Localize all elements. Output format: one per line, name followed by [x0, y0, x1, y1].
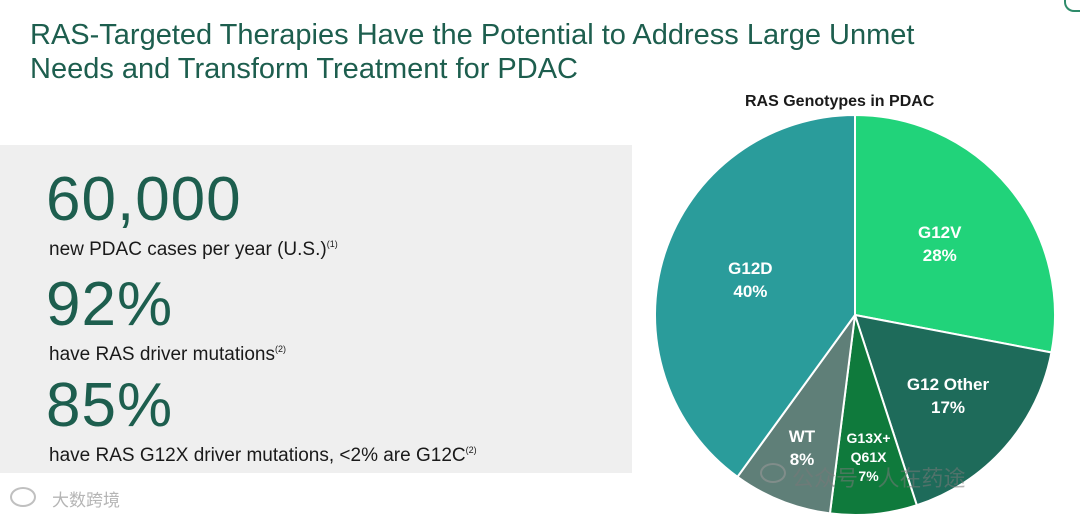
stat-description-text: have RAS G12X driver mutations, <2% are …: [49, 445, 466, 466]
stat-value: 92%: [46, 270, 174, 339]
pie-slice-g12d: [654, 113, 856, 479]
slice-category-label: WT: [789, 427, 816, 446]
corner-decoration: [1064, 0, 1080, 12]
pie-slice-g12-other: [853, 313, 1053, 507]
stat-description: new PDAC cases per year (U.S.)(1): [46, 233, 338, 261]
stat-ras-driver: 92% have RAS driver mutations(2): [46, 274, 286, 366]
footnote-ref: (2): [465, 445, 477, 455]
watermark-right: 公众号 · 人在药途: [792, 466, 966, 491]
footnote-ref: (1): [326, 239, 338, 249]
watermark-logo-icon: [10, 487, 36, 507]
slice-value-label: 8%: [790, 450, 815, 469]
slice-value-label: 40%: [733, 282, 767, 301]
stat-description: have RAS G12X driver mutations, <2% are …: [46, 439, 477, 467]
stat-description-text: have RAS driver mutations: [49, 344, 275, 365]
stat-description: have RAS driver mutations(2): [46, 338, 286, 366]
stat-new-cases: 60,000 new PDAC cases per year (U.S.)(1): [46, 169, 338, 261]
stats-panel: 60,000 new PDAC cases per year (U.S.)(1)…: [0, 145, 632, 473]
slice-category-label: G12V: [918, 223, 962, 242]
watermark-left: 大数跨境: [52, 491, 120, 510]
footnote-ref: (2): [275, 344, 286, 354]
pie-slice-g12v: [854, 113, 1056, 354]
title-line-1: RAS-Targeted Therapies Have the Potentia…: [30, 19, 915, 51]
slice-category-label: G12D: [728, 259, 772, 278]
stat-value: 85%: [46, 371, 174, 440]
slice-category-label: Q61X: [851, 449, 887, 465]
chart-title: RAS Genotypes in PDAC: [745, 93, 935, 110]
slice-value-label: 7%: [858, 468, 879, 484]
stat-g12x: 85% have RAS G12X driver mutations, <2% …: [46, 375, 477, 467]
slice-value-label: 17%: [931, 398, 965, 417]
wechat-icon: [760, 463, 786, 483]
stat-description-text: new PDAC cases per year (U.S.): [49, 239, 327, 260]
slice-category-label: G13X+: [847, 430, 891, 446]
pie-chart: G12V 28% G12 Other 17% G13X+ Q61X 7% WT 8% G12D 40…: [654, 113, 1056, 515]
stat-value: 60,000: [46, 165, 242, 234]
page-title: RAS-Targeted Therapies Have the Potentia…: [30, 18, 1030, 86]
slice-category-label: G12 Other: [907, 375, 990, 394]
slice-value-label: 28%: [923, 246, 957, 265]
title-line-2: Needs and Transform Treatment for PDAC: [30, 53, 578, 85]
